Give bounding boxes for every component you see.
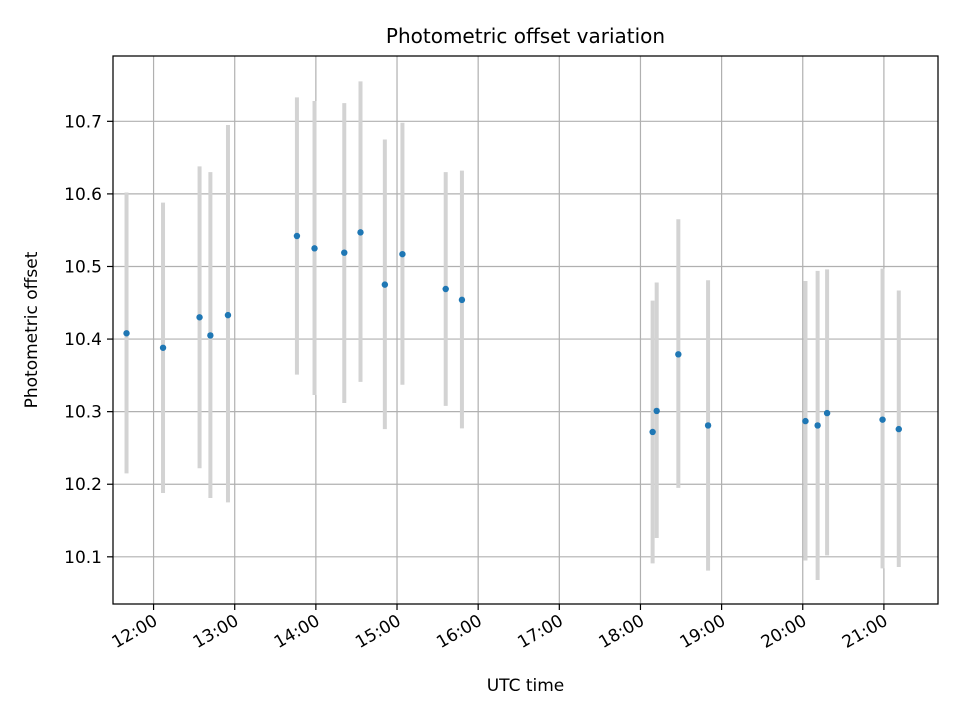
x-axis-label: UTC time: [487, 676, 565, 696]
data-point: [311, 245, 318, 252]
data-point: [399, 250, 406, 258]
data-point: [458, 296, 466, 304]
plot-frame: [112, 55, 939, 605]
chart-title: Photometric offset variation: [386, 24, 665, 48]
data-point: [442, 285, 449, 293]
data-point: [802, 417, 809, 425]
data-point: [823, 409, 831, 417]
data-point: [879, 416, 886, 423]
data-point: [649, 428, 656, 436]
y-axis-label: Photometric offset: [22, 251, 42, 408]
data-point: [224, 311, 232, 319]
data-point: [381, 281, 389, 288]
data-point: [196, 314, 203, 321]
y-tick-label: 10.7: [64, 112, 102, 132]
data-point: [653, 407, 660, 415]
data-point: [675, 351, 682, 358]
data-point: [814, 422, 821, 429]
data-point: [123, 330, 130, 337]
y-tick-label: 10.6: [64, 185, 102, 205]
data-point: [159, 344, 167, 351]
data-point: [357, 229, 364, 236]
y-tick-label: 10.1: [64, 548, 102, 568]
data-point: [341, 249, 348, 256]
data-point: [895, 425, 902, 433]
y-tick-label: 10.5: [64, 257, 102, 277]
y-tick-label: 10.3: [64, 403, 102, 423]
y-tick-label: 10.2: [64, 475, 102, 495]
data-point: [293, 232, 301, 240]
data-point: [704, 422, 712, 429]
point-layer: [123, 229, 902, 436]
data-point: [207, 332, 214, 339]
y-tick-label: 10.4: [64, 330, 102, 350]
